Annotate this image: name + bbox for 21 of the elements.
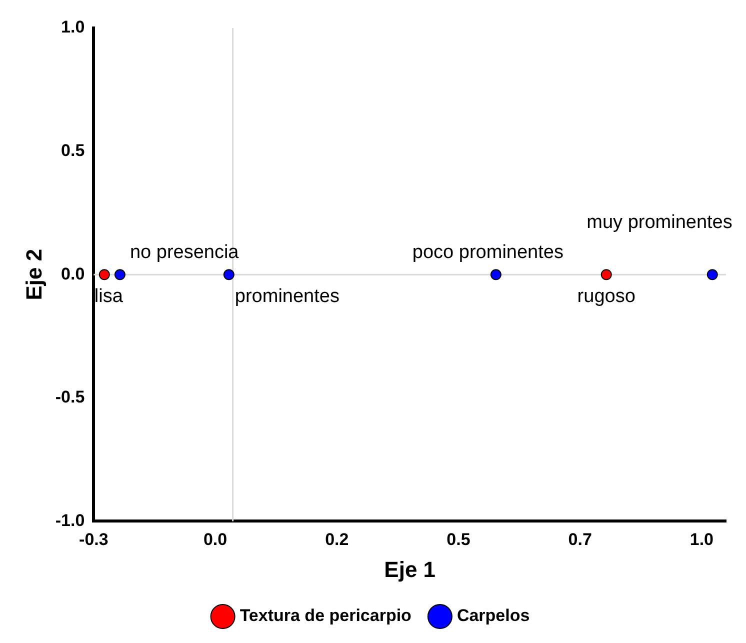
legend-label: Carpelos: [456, 606, 530, 626]
x-tick-label: 0.0: [203, 530, 228, 550]
x-tick-label: 0.5: [446, 530, 470, 550]
y-tick-label: 0.0: [61, 264, 85, 284]
x-tick-label: -0.3: [79, 530, 108, 550]
y-tick-label: -0.5: [55, 388, 85, 407]
x-tick-label: 1.0: [690, 530, 714, 550]
legend-label: Textura de pericarpio: [240, 606, 412, 626]
y-tick-label: 1.0: [61, 18, 85, 37]
y-tick-label: -1.0: [55, 510, 85, 530]
annotation: no presencia: [130, 242, 240, 263]
annotation: prominentes: [234, 286, 340, 307]
annotation: poco prominentes: [412, 242, 564, 263]
annotation: rugoso: [577, 286, 636, 307]
annotation: muy prominentes: [586, 212, 732, 233]
y-tick-label: 0.5: [61, 140, 85, 160]
x-axis-title: Eje 1: [384, 556, 436, 582]
annotation: lisa: [94, 286, 124, 307]
x-tick-label: 0.2: [325, 530, 349, 550]
y-axis-title: Eje 2: [21, 248, 46, 300]
x-tick-label: 0.7: [568, 530, 592, 550]
